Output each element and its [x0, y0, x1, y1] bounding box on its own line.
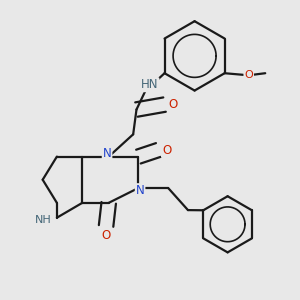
Text: O: O	[168, 98, 177, 111]
Text: NH: NH	[35, 215, 52, 225]
Text: HN: HN	[141, 78, 158, 91]
Text: O: O	[101, 229, 111, 242]
Text: N: N	[103, 148, 111, 160]
Text: N: N	[136, 184, 145, 197]
Text: O: O	[162, 143, 171, 157]
Text: O: O	[244, 70, 253, 80]
